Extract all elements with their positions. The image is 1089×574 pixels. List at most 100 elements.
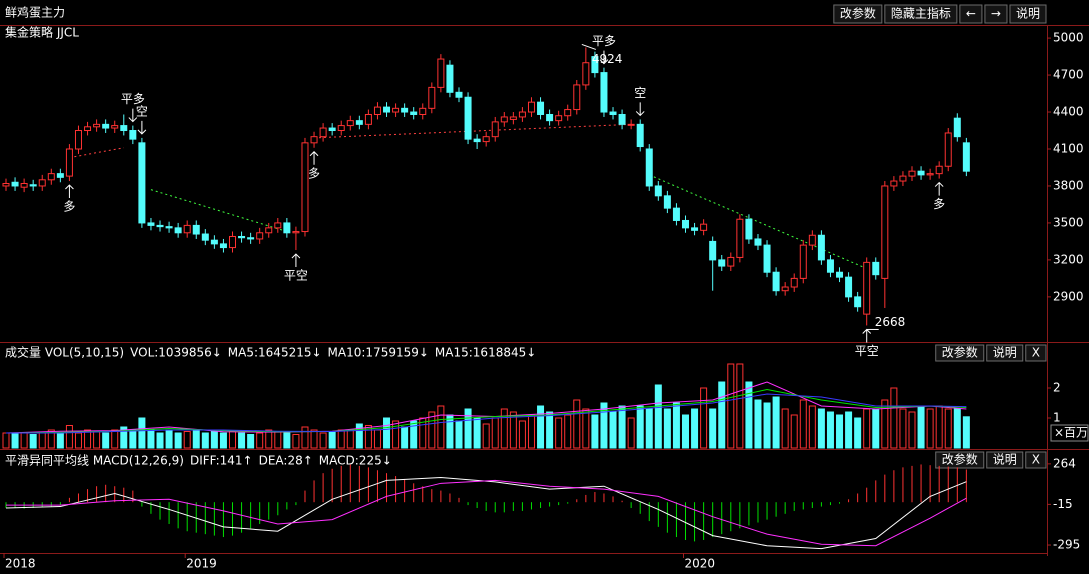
volume-bar <box>165 429 173 449</box>
button[interactable] <box>986 451 1024 469</box>
y-tick-label: -15 <box>1053 497 1073 511</box>
volume-bar <box>292 434 300 449</box>
button[interactable] <box>935 344 985 362</box>
button[interactable] <box>1009 4 1047 24</box>
button[interactable] <box>986 344 1024 362</box>
button[interactable] <box>1025 451 1047 469</box>
candle-body <box>56 173 64 178</box>
candle-body <box>627 123 635 126</box>
candle-body <box>555 115 563 122</box>
indicator-line <box>6 393 967 434</box>
volume-bar <box>29 434 37 449</box>
y-tick-label: 3800 <box>1053 178 1084 192</box>
volume-bar <box>537 405 545 449</box>
candle-body <box>346 120 354 127</box>
stop-line <box>150 189 288 233</box>
button[interactable] <box>833 4 883 24</box>
candle-body <box>491 121 499 138</box>
candle-body <box>74 130 82 150</box>
candle-body <box>93 123 101 128</box>
candle-body <box>781 286 789 292</box>
button-label: X <box>1032 453 1040 467</box>
candle-body <box>2 183 10 187</box>
candle-body <box>428 86 436 109</box>
candle-body <box>419 107 427 115</box>
button-label: 说明 <box>993 345 1017 360</box>
volume-bar <box>491 417 499 449</box>
volume-bar <box>772 396 780 449</box>
signal-label: 平空 <box>855 344 879 358</box>
candle-body <box>518 111 526 118</box>
x-tick-label: 2018 <box>5 557 36 571</box>
volume-bar <box>600 402 608 449</box>
candle-body <box>890 180 898 187</box>
volume-bar <box>908 411 916 449</box>
candle-body <box>301 142 309 233</box>
indicator-line <box>5 388 967 434</box>
button-label: 改参数 <box>942 452 978 467</box>
signal-arrow <box>309 151 319 165</box>
candle-body <box>364 113 372 125</box>
candle-body <box>772 271 780 292</box>
signal-arrow <box>128 108 138 123</box>
candle-body <box>210 239 218 245</box>
button[interactable] <box>935 451 985 469</box>
candle-body <box>745 218 753 240</box>
candle-body <box>283 222 291 234</box>
volume-bar <box>337 429 345 449</box>
candle-body <box>310 136 318 144</box>
volume-bar <box>618 405 626 449</box>
signal-label: 平空 <box>284 269 308 283</box>
volume-bar <box>219 432 227 449</box>
button[interactable] <box>884 4 958 24</box>
volume-bar <box>573 399 581 449</box>
legend-label: DIFF:141↑ <box>190 454 253 468</box>
volume-bar <box>944 408 952 449</box>
signal-label: 多 <box>63 200 75 214</box>
volume-bar <box>518 420 526 449</box>
button[interactable] <box>984 4 1008 24</box>
candle-body <box>718 259 726 267</box>
unit-label: ×百万 <box>1054 426 1088 440</box>
button[interactable] <box>959 4 983 24</box>
volume-bar <box>201 432 209 449</box>
candle-body <box>373 106 381 115</box>
volume-bar <box>464 408 472 449</box>
candle-body <box>944 132 952 167</box>
button[interactable] <box>1025 344 1047 362</box>
candle-body <box>845 276 853 298</box>
volume-bar <box>84 429 92 449</box>
candle-body <box>238 235 246 239</box>
candle-body <box>129 130 137 140</box>
volume-bar <box>935 405 943 449</box>
volume-bar <box>863 408 871 449</box>
volume-bar <box>564 414 572 449</box>
candle-body <box>618 113 626 125</box>
candle-body <box>754 238 762 246</box>
y-tick-label: 2 <box>1053 381 1061 395</box>
volume-bar <box>247 434 255 449</box>
volume-bar <box>854 417 862 449</box>
volume-bar <box>881 399 889 449</box>
y-tick-label: -295 <box>1053 538 1080 552</box>
candle-body <box>790 277 798 288</box>
volume-bar <box>383 417 391 449</box>
candle-body <box>292 231 300 234</box>
volume-bar <box>636 405 644 449</box>
candle-body <box>229 235 236 249</box>
signal-label: 多 <box>308 166 320 180</box>
volume-bar <box>373 429 381 449</box>
volume-bar <box>736 363 744 449</box>
volume-bar <box>183 431 191 449</box>
volume-bar <box>645 408 653 449</box>
candle-body <box>636 123 644 148</box>
candle-body <box>84 126 92 132</box>
signal-arrow <box>635 102 645 117</box>
y-tick-label: 4400 <box>1053 105 1084 119</box>
button-label: 隐藏主指标 <box>891 6 951 21</box>
volume-bar <box>509 411 517 449</box>
candle-body <box>111 125 119 129</box>
y-tick-label: 264 <box>1053 456 1076 470</box>
